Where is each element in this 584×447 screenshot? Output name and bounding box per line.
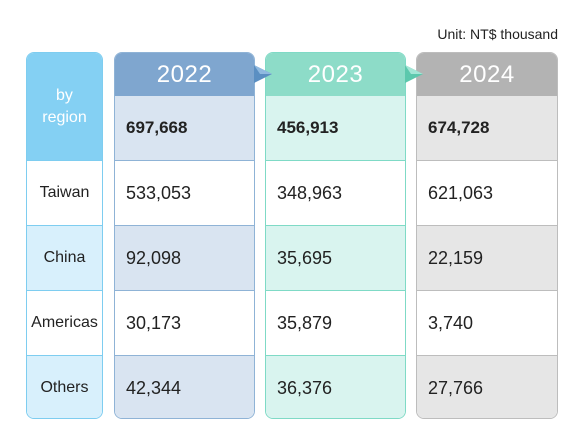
cell-value: 42,344 (126, 377, 182, 398)
cell-value: 533,053 (126, 182, 192, 203)
region-column: by region Taiwan China Americas Others (26, 52, 103, 419)
total-value: 697,668 (126, 118, 188, 137)
total-value: 456,913 (277, 118, 339, 137)
cell-value: 621,063 (428, 182, 494, 203)
arrow-2022-to-2023-icon (254, 65, 272, 83)
cell-2022-americas: 30,173 (115, 290, 254, 355)
total-value: 674,728 (428, 118, 490, 137)
region-china: China (27, 225, 102, 290)
cell-2024-china: 22,159 (417, 225, 557, 290)
cell-2023-others: 36,376 (266, 355, 405, 418)
cell-value: 27,766 (428, 377, 484, 398)
cell-value: 22,159 (428, 247, 484, 268)
cell-value: 30,173 (126, 312, 182, 333)
cell-2022-taiwan: 533,053 (115, 160, 254, 225)
year-header-2022: 2022 (115, 53, 254, 96)
unit-label: Unit: NT$ thousand (437, 26, 558, 42)
year-column-2022: 2022 697,668 533,053 92,098 30,173 42,34… (114, 52, 255, 419)
cell-2023-china: 35,695 (266, 225, 405, 290)
cell-2024-others: 27,766 (417, 355, 557, 418)
cell-2023-americas: 35,879 (266, 290, 405, 355)
cell-value: 35,879 (277, 312, 333, 333)
year-header-2023: 2023 (266, 53, 405, 96)
total-cell-2023: 456,913 (266, 96, 405, 160)
region-header: by region (27, 53, 102, 160)
region-others: Others (27, 355, 102, 418)
cell-2022-others: 42,344 (115, 355, 254, 418)
cell-value: 35,695 (277, 247, 333, 268)
total-cell-2024: 674,728 (417, 96, 557, 160)
year-header-2024: 2024 (417, 53, 557, 96)
region-americas: Americas (27, 290, 102, 355)
cell-2024-americas: 3,740 (417, 290, 557, 355)
cell-2023-taiwan: 348,963 (266, 160, 405, 225)
arrow-2023-to-2024-icon (405, 65, 423, 83)
cell-value: 92,098 (126, 247, 182, 268)
total-cell-2022: 697,668 (115, 96, 254, 160)
cell-value: 348,963 (277, 182, 343, 203)
cell-value: 3,740 (428, 312, 474, 333)
year-column-2023: 2023 456,913 348,963 35,695 35,879 36,37… (265, 52, 406, 419)
cell-2022-china: 92,098 (115, 225, 254, 290)
region-header-line2: region (42, 108, 87, 126)
region-taiwan: Taiwan (27, 160, 102, 225)
cell-value: 36,376 (277, 377, 333, 398)
cell-2024-taiwan: 621,063 (417, 160, 557, 225)
year-column-2024: 2024 674,728 621,063 22,159 3,740 27,766 (416, 52, 558, 419)
region-header-line1: by (56, 86, 73, 104)
